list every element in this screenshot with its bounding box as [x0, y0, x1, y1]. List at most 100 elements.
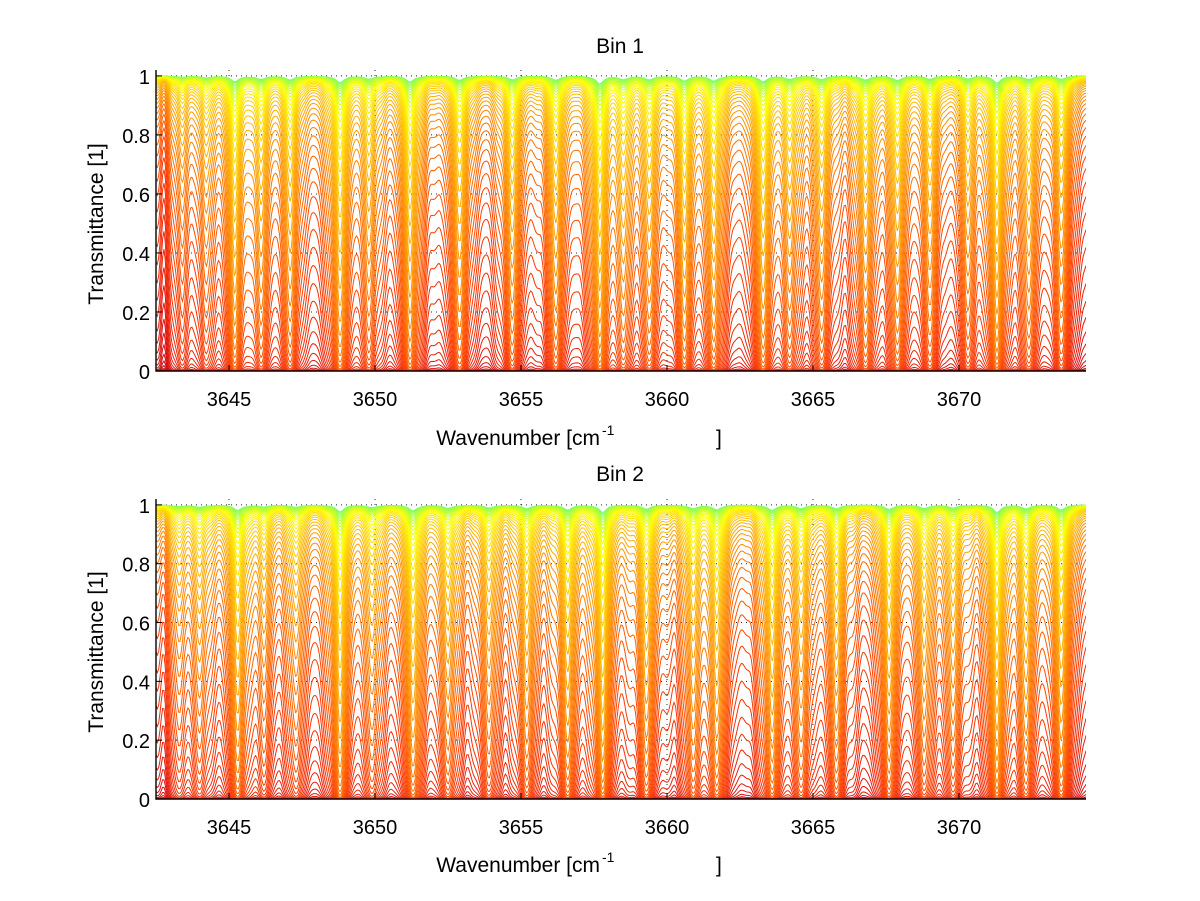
x-tick-label: 3650: [353, 389, 398, 411]
x-axis-label-bin-2: Wavenumber [cm: [436, 854, 600, 877]
x-tick-label: 3660: [645, 389, 690, 411]
spectrum-series-31: [156, 102, 1086, 368]
spectrum-series-17: [156, 78, 1086, 174]
spectrum-series-22: [156, 513, 1086, 678]
spectrum-series-11: [156, 505, 1086, 545]
x-axis-label-superscript-bin-2: -1: [602, 849, 615, 865]
spectrum-series-30: [156, 538, 1086, 791]
series-group: [156, 75, 1086, 371]
spectrum-series-12: [156, 506, 1086, 551]
x-axis-label-suffix-bin-2: ]: [716, 854, 722, 877]
spectrum-series-25: [156, 519, 1086, 731]
spectrum-series-36: [156, 134, 1086, 371]
spectrum-series-24: [156, 517, 1086, 714]
spectrum-series-22: [156, 81, 1086, 256]
spectrum-series-43: [156, 231, 1086, 371]
spectrum-series-20: [156, 79, 1086, 220]
spectrum-series-35: [156, 126, 1086, 371]
spectrum-series-37: [156, 601, 1086, 799]
plot-area-bin-1: 3645 3650 3655 3660 3665 3670 0 0.2 0.4 0.6 0.8 1: [122, 67, 1086, 411]
spectrum-series-34: [156, 119, 1086, 371]
x-tick-label: 3665: [791, 817, 836, 839]
spectrum-series-37: [156, 146, 1086, 371]
spectrum-series-21: [156, 80, 1086, 238]
spectrum-series-46: [156, 750, 1086, 799]
spectrum-series-35: [156, 577, 1086, 799]
spectrum-series-20: [156, 511, 1086, 643]
spectrum-series-25: [156, 85, 1086, 309]
x-axis-label-text: Wavenumber [cm: [436, 427, 600, 450]
spectrum-series-23: [156, 82, 1086, 274]
spectrum-series-33: [156, 558, 1086, 799]
y-tick-label: 0.2: [122, 731, 150, 753]
y-tick-label: 1: [139, 67, 150, 89]
x-tick-label: 3650: [353, 817, 398, 839]
spectrum-series-34: [156, 567, 1086, 799]
spectrum-series-33: [156, 113, 1086, 371]
spectrum-series-49: [156, 332, 1086, 371]
y-tick-label: 0.4: [122, 244, 150, 266]
x-tick-label: 3655: [499, 389, 544, 411]
x-axis-label-text: Wavenumber [cm: [436, 854, 600, 877]
spectrum-series-41: [156, 664, 1086, 799]
chart-title-bin-2: Bin 2: [596, 463, 644, 486]
spectrum-series-26: [156, 87, 1086, 324]
spectrum-series-19: [156, 510, 1086, 627]
spectrum-series-29: [156, 533, 1086, 784]
spectrum-series-21: [156, 512, 1086, 660]
subplot-bin-1: 3645 3650 3655 3660 3665 3670 0 0.2 0.4 0.6 0.8 1 B…: [85, 35, 1086, 450]
y-axis-label-bin-2: Transmittance [1]: [85, 571, 108, 732]
y-tick-label: 0.8: [122, 126, 150, 148]
y-tick-label: 0.6: [122, 614, 150, 636]
spectrum-series-14: [156, 77, 1086, 142]
spectrum-series-28: [156, 529, 1086, 775]
x-tick-label: 3660: [645, 817, 690, 839]
spectrum-series-29: [156, 95, 1086, 359]
spectrum-series-27: [156, 525, 1086, 763]
spectrum-series-11: [156, 76, 1086, 118]
spectrum-series-46: [156, 285, 1086, 371]
spectrum-series-13: [156, 506, 1086, 559]
spectrum-series-47: [156, 764, 1086, 799]
spectrum-series-31: [156, 544, 1086, 795]
spectrum-series-38: [156, 615, 1086, 799]
x-tick-label: 3670: [937, 389, 982, 411]
spectrum-series-14: [156, 506, 1086, 568]
y-tick-label: 0.6: [122, 185, 150, 207]
spectrum-series-15: [156, 507, 1086, 577]
x-tick-label: 3645: [207, 389, 252, 411]
spectrum-series-17: [156, 508, 1086, 600]
subplot-bin-2: 3645 3650 3655 3660 3665 3670 0 0.2 0.4 0.6 0.8 1 B…: [85, 463, 1086, 877]
spectrum-series-23: [156, 515, 1086, 696]
spectrum-series-48: [156, 318, 1086, 371]
x-tick-label: 3655: [499, 817, 544, 839]
spectrum-series-32: [156, 551, 1086, 798]
spectrum-series-44: [156, 249, 1086, 371]
spectrum-series-36: [156, 589, 1086, 799]
x-tick-label: 3670: [937, 817, 982, 839]
spectrum-series-38: [156, 157, 1086, 371]
spectrum-series-16: [156, 507, 1086, 588]
spectrum-series-16: [156, 77, 1086, 162]
spectrum-series-39: [156, 630, 1086, 799]
y-tick-label: 0.8: [122, 555, 150, 577]
spectrum-series-26: [156, 522, 1086, 747]
spectrum-series-19: [156, 79, 1086, 204]
spectrum-series-18: [156, 78, 1086, 188]
x-axis-label-bin-1: Wavenumber [cm: [436, 427, 600, 450]
y-tick-label: 1: [139, 496, 150, 518]
spectrum-series-12: [156, 76, 1086, 125]
chart-title-bin-1: Bin 1: [596, 35, 644, 58]
y-axis-label-bin-1: Transmittance [1]: [85, 143, 108, 304]
series-group: [156, 504, 1086, 799]
x-tick-label: 3645: [207, 817, 252, 839]
spectrum-series-47: [156, 302, 1086, 371]
x-axis-label-suffix-bin-1: ]: [716, 427, 722, 450]
spectrum-series-18: [156, 509, 1086, 614]
spectrum-series-24: [156, 84, 1086, 292]
x-tick-label: 3665: [791, 389, 836, 411]
spectrum-series-27: [156, 89, 1086, 338]
spectrum-series-42: [156, 214, 1086, 371]
x-axis-label-superscript-bin-1: -1: [602, 422, 615, 438]
